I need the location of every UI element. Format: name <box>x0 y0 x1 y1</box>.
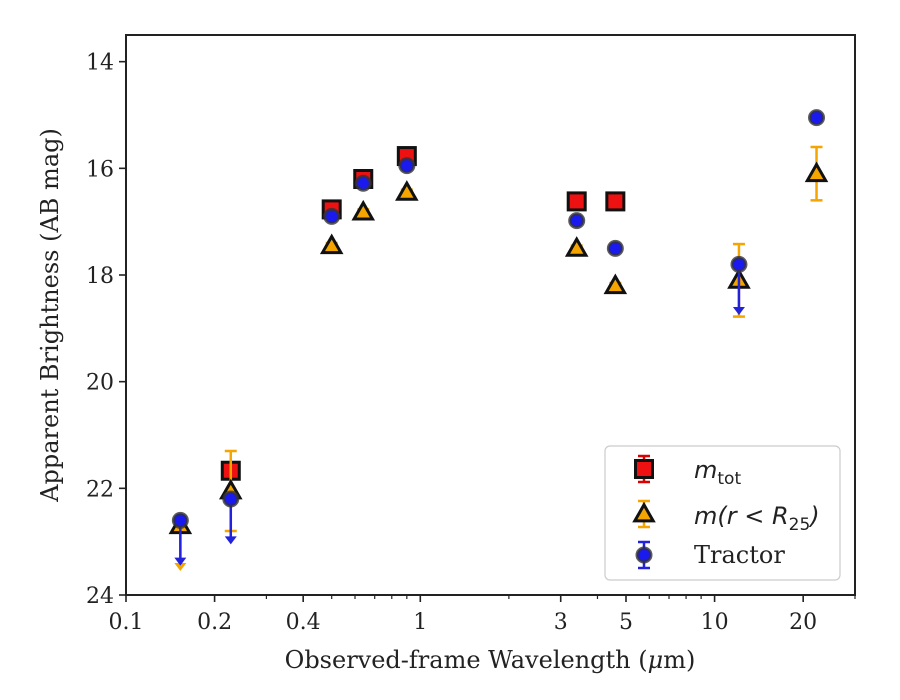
upper-limit-arrowhead <box>174 563 187 571</box>
legend-marker-mtot <box>634 459 654 479</box>
data-point-tractor <box>323 207 341 225</box>
y-tick-label: 18 <box>86 264 114 289</box>
data-point-mr25 <box>351 199 376 221</box>
data-point-mr25 <box>564 236 589 257</box>
upper-limit-arrowhead <box>224 536 237 545</box>
x-tick-label: 5 <box>619 610 633 635</box>
y-tick-label: 16 <box>86 157 114 182</box>
legend-markers <box>632 454 656 570</box>
data-point-mtot <box>605 191 626 212</box>
data-point-mr25 <box>395 180 419 201</box>
data-point-tractor <box>171 511 189 529</box>
plot-frame <box>125 34 856 596</box>
x-tick-label: 10 <box>701 610 729 635</box>
data-point-tractor <box>606 239 624 257</box>
legend: mtot m(r < R25) Tractor <box>604 445 841 581</box>
y-axis-ticks: 14 16 18 20 22 24 <box>86 51 126 609</box>
data-point-mr25 <box>319 233 344 255</box>
legend-box <box>604 445 841 581</box>
y-tick-label: 14 <box>86 51 114 76</box>
legend-marker-tractor <box>635 546 653 564</box>
x-tick-label: 20 <box>789 610 817 635</box>
data-point-tractor <box>398 157 416 175</box>
data-point-tractor <box>808 109 826 127</box>
plot-content <box>168 109 829 571</box>
x-tick-label: 3 <box>554 610 568 635</box>
x-tick-label: 0.1 <box>109 610 144 635</box>
y-tick-label: 20 <box>86 371 114 396</box>
data-point-tractor <box>222 490 240 508</box>
data-point-mr25 <box>804 161 829 183</box>
data-point-tractor <box>730 255 748 273</box>
data-point-mtot <box>566 191 587 212</box>
data-point-tractor <box>568 212 586 230</box>
x-tick-label: 0.2 <box>197 610 232 635</box>
legend-label-mr25: m(r < R25) <box>694 502 820 535</box>
upper-limit-arrowhead <box>732 307 745 315</box>
x-axis-ticks: 0.1 0.2 0.4 1 3 5 10 20 <box>109 595 856 635</box>
data-point-mr25 <box>603 273 628 295</box>
y-tick-label: 22 <box>86 477 114 502</box>
legend-label-tractor: Tractor <box>694 541 785 569</box>
x-tick-label: 1 <box>413 610 427 635</box>
x-tick-label: 0.4 <box>286 610 321 635</box>
series-tractor <box>171 109 826 566</box>
upper-limit-arrowhead <box>174 557 187 566</box>
series-mtot <box>220 146 626 481</box>
legend-marker-mr25 <box>632 501 656 523</box>
legend-label-mtot: mtot <box>694 456 741 489</box>
x-axis-label: Observed-frame Wavelength (μm) <box>285 646 696 674</box>
data-point-tractor <box>354 174 372 192</box>
y-tick-label: 24 <box>86 584 114 609</box>
y-axis-label: Apparent Brightness (AB mag) <box>36 128 64 503</box>
